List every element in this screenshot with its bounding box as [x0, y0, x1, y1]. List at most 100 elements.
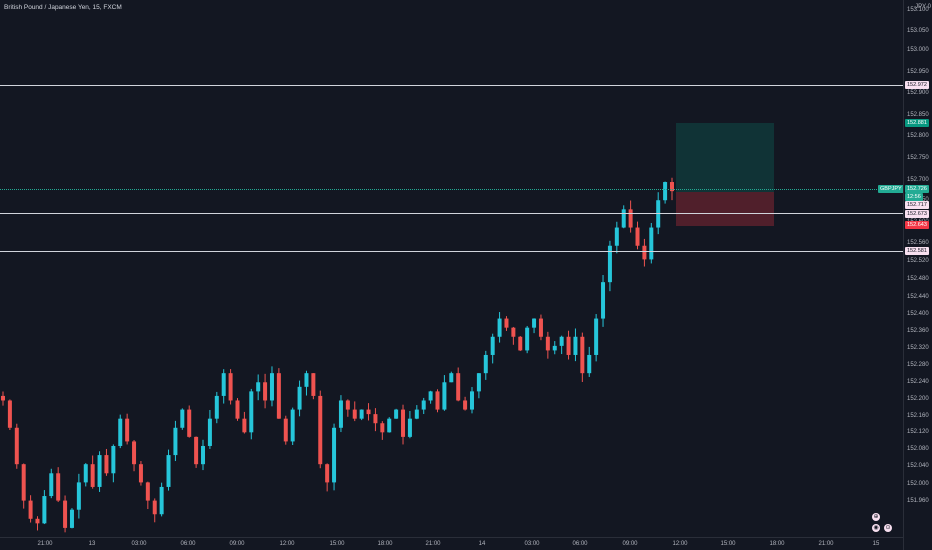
candle-body: [83, 464, 88, 483]
price-tick: 153.100: [907, 7, 929, 13]
price-tick: 152.440: [907, 294, 929, 300]
candle-body: [132, 441, 137, 465]
candle-body: [449, 373, 454, 383]
time-tick: 21:00: [37, 541, 53, 547]
time-tick: 18:00: [377, 541, 393, 547]
candle-body: [504, 318, 509, 328]
price-tick: 153.000: [907, 47, 929, 53]
candle-body: [180, 409, 185, 428]
candle-body: [187, 409, 192, 437]
lower-horizontal-line[interactable]: [0, 251, 903, 252]
candle-body: [511, 327, 516, 337]
countdown-badge: 12:56: [905, 193, 923, 201]
candle-body: [221, 373, 226, 396]
candle-body: [607, 245, 612, 283]
price-tick: 152.040: [907, 463, 929, 469]
candle-body: [421, 400, 426, 410]
candle-body: [290, 409, 295, 442]
price-tick: 152.160: [907, 413, 929, 419]
candle-body: [249, 391, 254, 433]
candle-body: [338, 400, 343, 428]
candle-body: [318, 395, 323, 465]
candle-body: [207, 418, 212, 446]
candle-body: [642, 245, 647, 260]
candle-body: [152, 500, 157, 515]
candle-body: [49, 473, 54, 497]
time-tick: 15:00: [329, 541, 345, 547]
settings-icon[interactable]: ◉: [872, 524, 880, 532]
candle-body: [111, 445, 116, 474]
candle-body: [435, 391, 440, 410]
lower-line-badge: 152.581: [905, 247, 929, 255]
time-tick: 06:00: [572, 541, 588, 547]
candle-body: [538, 318, 543, 337]
candle-body: [476, 373, 481, 392]
price-tick: 153.050: [907, 28, 929, 34]
candle-body: [463, 400, 468, 410]
candle-body: [545, 336, 550, 351]
time-tick: 15:00: [720, 541, 736, 547]
candle-body: [201, 445, 206, 465]
current-price-badge: 152.726: [905, 185, 929, 193]
target-zone[interactable]: [676, 123, 774, 192]
stop-badge: 152.643: [905, 221, 929, 229]
candle-body: [670, 182, 674, 192]
candle-body: [394, 409, 399, 419]
price-tick: 152.200: [907, 396, 929, 402]
candle-body: [263, 382, 268, 401]
candle-body: [14, 427, 19, 465]
candle-body: [601, 282, 606, 319]
price-tick: 152.800: [907, 133, 929, 139]
candle-body: [63, 500, 68, 528]
price-tick: 152.700: [907, 177, 929, 183]
candle-body: [621, 209, 626, 228]
candle-body: [228, 373, 233, 401]
candle-body: [428, 391, 433, 401]
time-tick: 12:00: [672, 541, 688, 547]
candle-body: [7, 400, 12, 428]
time-tick: 06:00: [180, 541, 196, 547]
candle-body: [104, 455, 109, 474]
upper-horizontal-line[interactable]: [0, 85, 903, 86]
time-tick: 03:00: [131, 541, 147, 547]
price-tick: 152.120: [907, 429, 929, 435]
alert-icon[interactable]: ⊕: [872, 513, 880, 521]
candle-body: [552, 345, 557, 351]
candle-body: [649, 227, 654, 260]
price-tick: 152.280: [907, 362, 929, 368]
candle-body: [28, 500, 33, 519]
scroll-icon[interactable]: ⊙: [884, 524, 892, 532]
candle-body: [352, 409, 357, 419]
candle-body: [276, 373, 281, 419]
time-tick: 09:00: [229, 541, 245, 547]
price-tick: 152.950: [907, 69, 929, 75]
candle-body: [573, 336, 578, 355]
candle-body: [214, 395, 219, 419]
price-axis[interactable]: JPY 0 153.100 153.050 153.000 152.950 152.90…: [903, 0, 932, 550]
stop-zone[interactable]: [676, 192, 774, 226]
candle-body: [559, 336, 564, 346]
candle-body: [166, 455, 171, 487]
symbol-label: GBPJPY: [878, 185, 903, 193]
candle-body: [90, 464, 95, 487]
time-tick: 12:00: [279, 541, 295, 547]
candle-body: [125, 418, 130, 442]
chart-plot-area[interactable]: British Pound / Japanese Yen, 15, FXCM G…: [0, 0, 903, 537]
candle-body: [525, 327, 530, 351]
candle-body: [304, 373, 309, 387]
time-tick: 21:00: [818, 541, 834, 547]
candle-body: [380, 423, 385, 433]
time-tick: 21:00: [425, 541, 441, 547]
candle-body: [269, 373, 274, 401]
price-tick: 152.850: [907, 112, 929, 118]
candle-body: [580, 336, 585, 374]
candle-body: [242, 418, 247, 433]
candle-body: [194, 436, 199, 465]
time-axis[interactable]: 21:00 13 03:00 06:00 09:00 12:00 15:00 18:00 21:…: [0, 537, 903, 550]
candle-body: [56, 473, 61, 501]
middle-line-badge: 152.673: [905, 210, 929, 218]
price-tick: 152.560: [907, 240, 929, 246]
candle-body: [325, 464, 330, 483]
candle-body: [97, 455, 102, 487]
middle-horizontal-line[interactable]: [0, 213, 903, 214]
